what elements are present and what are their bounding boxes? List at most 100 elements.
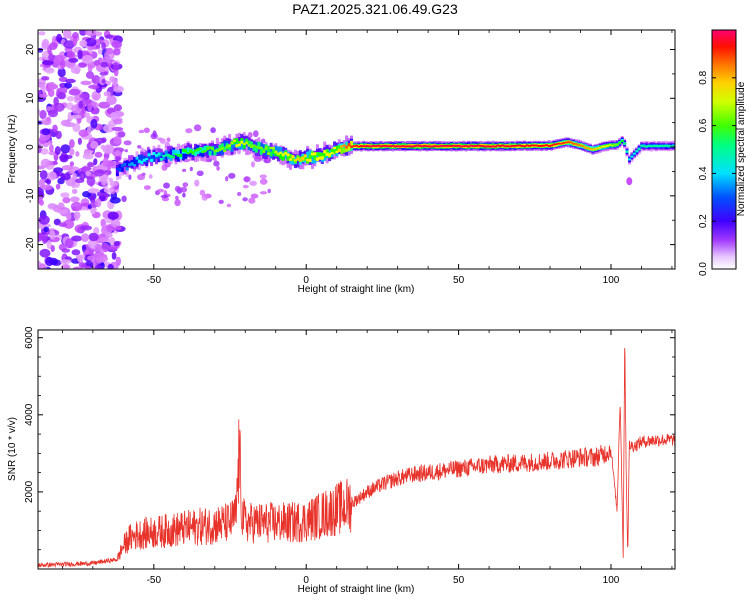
ridge-segment — [123, 162, 127, 167]
noise-speckle — [87, 102, 93, 112]
ridge-segment — [320, 156, 324, 160]
ridge-segment — [386, 145, 390, 148]
ridge-segment — [649, 145, 653, 148]
ridge-segment — [281, 153, 285, 157]
noise-speckle — [49, 144, 54, 153]
noise-speckle — [94, 243, 103, 253]
noise-speckle — [65, 78, 76, 84]
ridge-segment — [603, 145, 607, 148]
ridge-segment — [347, 143, 351, 147]
ridge-segment — [547, 145, 551, 147]
ridge-segment — [179, 154, 183, 157]
noise-speckle — [39, 93, 48, 98]
ridge-segment — [357, 145, 361, 148]
noise-speckle — [157, 188, 165, 193]
y-tick-label: -20 — [25, 237, 36, 252]
ridge-segment — [201, 150, 205, 154]
noise-speckle — [109, 76, 116, 83]
noise-speckle — [111, 252, 117, 260]
noise-speckle — [242, 184, 249, 189]
ridge-segment — [264, 150, 268, 156]
noise-speckle — [180, 186, 188, 193]
ridge-segment — [564, 141, 568, 144]
ridge-segment — [230, 141, 234, 145]
ridge-segment — [569, 141, 573, 144]
ridge-segment — [150, 155, 154, 161]
noise-speckle — [40, 158, 51, 168]
noise-speckle — [84, 30, 97, 37]
ridge-segment — [454, 145, 458, 147]
ridge-segment — [272, 147, 275, 150]
ridge-segment — [284, 152, 288, 155]
noise-speckle — [40, 148, 49, 155]
ridge-segment — [401, 145, 405, 147]
ridge-segment — [181, 152, 185, 161]
ridge-segment — [298, 156, 302, 162]
ridge-segment — [176, 153, 180, 162]
noise-speckle — [92, 75, 101, 85]
noise-speckle — [107, 211, 119, 220]
noise-speckle — [228, 172, 236, 179]
noise-speckle — [80, 80, 92, 86]
noise-speckle — [75, 254, 86, 259]
ridge-segment — [128, 155, 132, 167]
noise-speckle — [107, 263, 114, 269]
ridge-segment — [308, 159, 312, 162]
noise-speckle — [70, 114, 82, 119]
ridge-segment — [552, 143, 556, 146]
colorbar-ticks: 0.0 0.2 0.4 0.6 0.8 — [698, 70, 736, 276]
ridge-segment — [196, 150, 200, 155]
ridge-segment — [115, 172, 119, 177]
noise-speckle — [82, 191, 92, 198]
noise-speckle — [124, 149, 128, 153]
ridge-segment — [174, 153, 178, 160]
noise-speckle — [100, 61, 109, 68]
noise-speckle — [163, 182, 170, 189]
noise-speckle — [61, 248, 71, 253]
ridge-segment — [240, 138, 244, 143]
ridge-segment — [403, 145, 407, 148]
noise-speckle — [160, 194, 168, 199]
noise-speckle — [100, 175, 108, 186]
noise-speckle — [38, 165, 46, 170]
ridge-segment — [562, 142, 566, 144]
noise-speckle — [88, 84, 100, 90]
ridge-segment — [374, 145, 378, 147]
ridge-segment — [333, 149, 336, 154]
ridge-segment — [218, 148, 222, 152]
ridge-segment — [330, 152, 334, 155]
noise-speckle — [251, 161, 255, 168]
noise-speckle — [115, 225, 122, 231]
ridge-segment — [155, 154, 158, 157]
ridge-segment — [313, 152, 317, 156]
ridge-segment — [476, 144, 480, 147]
ridge-segment — [486, 145, 490, 148]
ridge-segment — [396, 145, 400, 148]
ridge-segment — [498, 145, 502, 147]
noise-speckle — [39, 170, 48, 180]
ridge-segment — [359, 145, 363, 147]
ridge-segment — [313, 155, 317, 161]
ridge-segment — [145, 157, 149, 161]
noise-speckle — [259, 174, 267, 179]
noise-speckle — [113, 48, 121, 56]
noise-speckle — [41, 76, 48, 81]
colorbar-tick-label: 0.6 — [698, 118, 709, 132]
ridge-segment — [279, 153, 283, 160]
noise-speckle — [75, 151, 80, 157]
bottom-x-axis-label: Height of straight line (km) — [298, 584, 415, 595]
ridge-segment — [162, 154, 166, 158]
noise-speckle — [110, 219, 121, 228]
ridge-segment — [262, 149, 266, 153]
ridge-segment — [259, 149, 263, 155]
ridge-segment — [425, 145, 429, 148]
ridge-segment — [567, 141, 570, 143]
noise-speckle — [117, 131, 126, 138]
ridge-segment — [245, 141, 249, 145]
colorbar-tick-label: 0.4 — [698, 166, 709, 180]
noise-speckle — [110, 112, 118, 119]
ridge-segment — [523, 143, 527, 147]
noise-speckle — [78, 100, 84, 109]
noise-speckle — [63, 40, 76, 49]
